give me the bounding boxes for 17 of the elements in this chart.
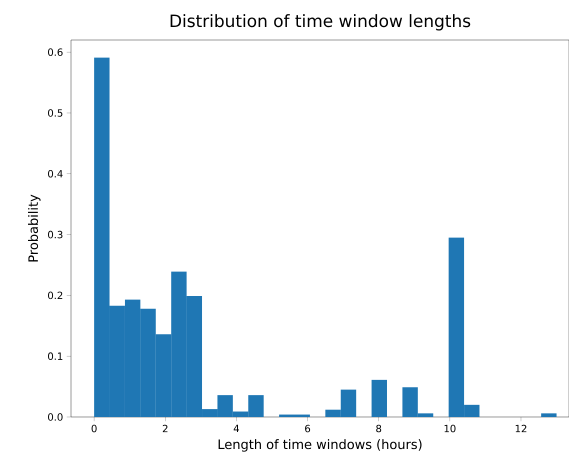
y-axis-title: Probability (28, 194, 41, 262)
x-tick-label: 2 (162, 424, 168, 432)
y-tick-label: 0.3 (48, 230, 62, 238)
y-tick-label: 0.4 (48, 170, 63, 178)
x-tick-label: 6 (305, 424, 310, 432)
y-tick-label: 0.6 (48, 48, 63, 56)
chart-title: Distribution of time window lengths (170, 14, 470, 30)
x-tick-label: 10 (444, 424, 456, 432)
y-tick-label: 0.5 (48, 109, 62, 117)
y-tick-label: 0.0 (48, 413, 63, 421)
x-tick-label: 8 (376, 424, 382, 432)
x-tick-label: 12 (516, 424, 526, 432)
x-tick-label: 4 (234, 424, 240, 432)
x-tick-label: 0 (92, 424, 97, 432)
x-axis-title: Length of time windows (hours) (218, 439, 422, 452)
y-tick-label: 0.2 (48, 292, 62, 300)
y-tick-label: 0.1 (48, 352, 62, 360)
